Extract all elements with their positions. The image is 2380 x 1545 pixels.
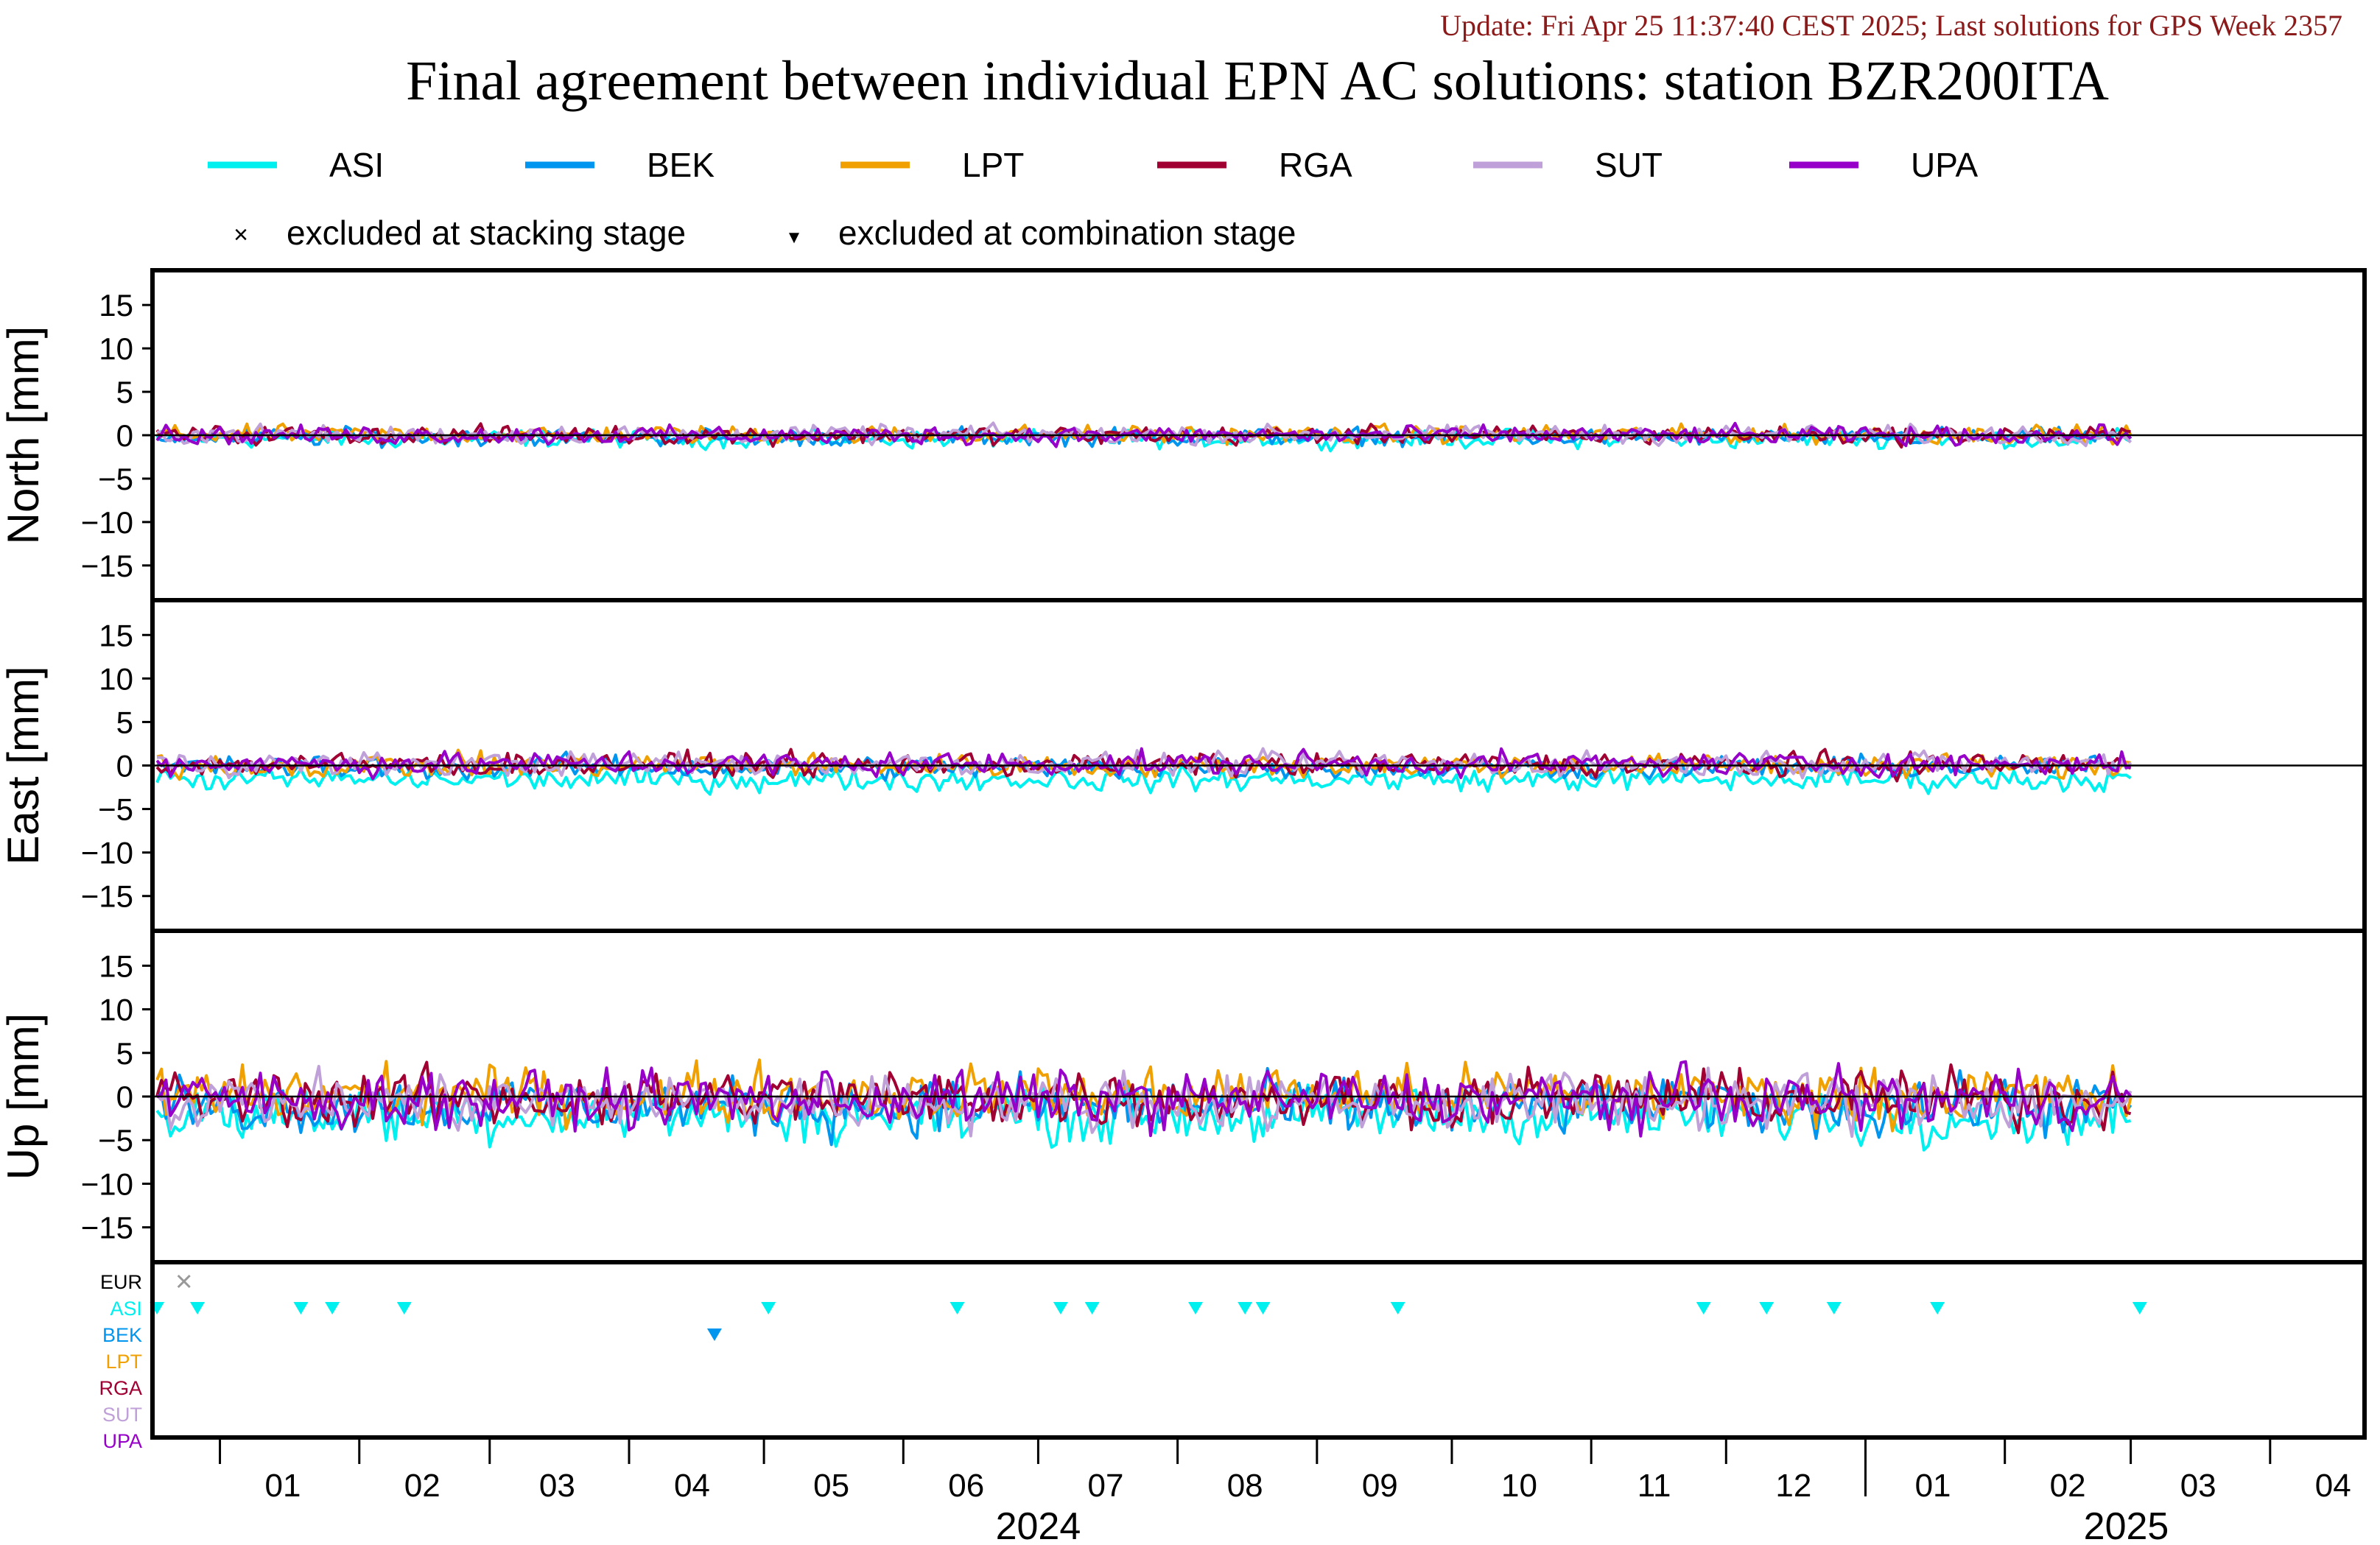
panel-up: 15 10 5 0 −5 −10 −15 Up [mm] <box>0 929 2367 1264</box>
y-tick-label: 10 <box>99 661 133 696</box>
exclusion-row-label-lpt: LPT <box>105 1351 142 1373</box>
combination-exclusion-mark <box>1255 1302 1271 1315</box>
x-tick-label: 03 <box>2180 1468 2216 1504</box>
x-tick-label: 01 <box>1915 1468 1951 1504</box>
y-tick-label: 15 <box>99 618 133 652</box>
chart-title: Final agreement between individual EPN A… <box>406 50 2109 112</box>
legend-stacking-label: excluded at stacking stage <box>287 214 686 252</box>
y-tick-label: 5 <box>116 705 133 739</box>
x-tick-label: 09 <box>1362 1468 1398 1504</box>
y-tick-label: −10 <box>81 505 133 540</box>
x-tick-label: 01 <box>265 1468 301 1504</box>
x-axis: 01 02 03 04 05 06 07 08 09 10 11 12 01 02 03 04 2024 2025 <box>219 1437 2351 1545</box>
legend-stacking-marker: × <box>234 221 248 249</box>
series-upa-line <box>155 421 2132 448</box>
combination-exclusion-mark <box>1238 1302 1253 1315</box>
y-tick-label: −5 <box>98 462 133 496</box>
y-tick-label: −5 <box>98 792 133 827</box>
exclusion-row-label-bek: BEK <box>102 1324 142 1346</box>
series-sut-line <box>155 1065 2132 1138</box>
x-tick-label: 11 <box>1637 1468 1671 1504</box>
x-tick-label: 02 <box>2050 1468 2086 1504</box>
combination-exclusion-mark <box>1759 1302 1775 1315</box>
x-tick-label: 10 <box>1501 1468 1537 1504</box>
panels: 15 10 5 0 −5 −10 −15 North [mm] 15 10 5 0 −5 −10 −15 Ea… <box>0 268 2367 1264</box>
y-tick-label: 15 <box>99 949 133 983</box>
x-tick-label: 08 <box>1227 1468 1263 1504</box>
x-tick-label: 04 <box>2315 1468 2351 1504</box>
combination-exclusion-mark <box>949 1302 965 1315</box>
y-axis-label: East [mm] <box>0 666 48 865</box>
x-tick-label: 02 <box>404 1468 440 1504</box>
legend-combination-marker: ▼ <box>785 228 803 247</box>
combination-exclusion-mark <box>293 1302 309 1315</box>
series-upa-line <box>155 747 2131 781</box>
x-tick-label: 06 <box>948 1468 984 1504</box>
panel-east: 15 10 5 0 −5 −10 −15 East [mm] <box>0 598 2367 933</box>
legend-label-sut: SUT <box>1595 146 1663 184</box>
legend-combination-label: excluded at combination stage <box>838 214 1296 252</box>
combination-exclusion-mark <box>325 1302 340 1315</box>
x-year-label: 2025 <box>2084 1505 2169 1545</box>
combination-exclusion-mark <box>1930 1302 1945 1315</box>
y-tick-label: 15 <box>99 288 133 323</box>
combination-exclusion-mark <box>1053 1302 1068 1315</box>
y-tick-label: −15 <box>81 1211 133 1245</box>
stacking-exclusion-mark <box>177 1274 191 1289</box>
combination-exclusion-mark <box>761 1302 776 1315</box>
legend-label-asi: ASI <box>329 146 384 184</box>
combination-exclusion-mark <box>190 1302 206 1315</box>
exclusion-row-label-eur: EUR <box>100 1271 142 1293</box>
series-upa-line <box>156 1060 2132 1138</box>
update-text: Update: Fri Apr 25 11:37:40 CEST 2025; L… <box>1440 9 2342 42</box>
exclusion-row-label-rga: RGA <box>99 1377 142 1399</box>
exclusion-panel: EUR ASI BEK LPT RGA SUT UPA <box>99 1260 2367 1452</box>
x-tick-label: 07 <box>1087 1468 1123 1504</box>
legend: ASI BEK LPT RGA SUT UPA × excluded at stacking … <box>208 146 1978 252</box>
y-tick-label: −15 <box>81 549 133 583</box>
y-tick-label: −5 <box>98 1123 133 1158</box>
legend-label-bek: BEK <box>647 146 715 184</box>
combination-exclusion-mark <box>1826 1302 1842 1315</box>
exclusion-row-label-sut: SUT <box>102 1404 142 1426</box>
y-axis-label: Up [mm] <box>0 1013 48 1180</box>
y-tick-label: 0 <box>116 749 133 784</box>
combination-exclusion-mark <box>1696 1302 1711 1315</box>
combination-exclusion-mark <box>1188 1302 1204 1315</box>
y-tick-label: 5 <box>116 375 133 409</box>
x-tick-label: 03 <box>539 1468 575 1504</box>
combination-exclusion-mark <box>396 1302 412 1315</box>
exclusion-frame <box>150 1260 2367 1440</box>
x-tick-label: 04 <box>674 1468 710 1504</box>
combination-exclusion-mark <box>706 1328 722 1341</box>
x-tick-label: 05 <box>813 1468 849 1504</box>
y-tick-label: 0 <box>116 418 133 453</box>
x-tick-label: 12 <box>1775 1468 1811 1504</box>
legend-label-lpt: LPT <box>962 146 1024 184</box>
y-tick-label: 10 <box>99 331 133 366</box>
y-axis-label: North [mm] <box>0 326 48 545</box>
combination-exclusion-mark <box>2132 1302 2147 1315</box>
y-tick-label: 5 <box>116 1036 133 1071</box>
panel-north: 15 10 5 0 −5 −10 −15 North [mm] <box>0 268 2367 602</box>
x-year-label: 2024 <box>996 1505 1081 1545</box>
exclusion-row-label-upa: UPA <box>102 1430 142 1452</box>
exclusion-row-label-asi: ASI <box>110 1298 142 1320</box>
legend-label-upa: UPA <box>1911 146 1978 184</box>
y-tick-label: −10 <box>81 1166 133 1201</box>
y-tick-label: 10 <box>99 993 133 1027</box>
y-tick-label: −10 <box>81 836 133 870</box>
legend-label-rga: RGA <box>1279 146 1352 184</box>
y-tick-label: −15 <box>81 879 133 914</box>
combination-exclusion-mark <box>1084 1302 1100 1315</box>
y-tick-label: 0 <box>116 1080 133 1114</box>
combination-exclusion-mark <box>1390 1302 1405 1315</box>
